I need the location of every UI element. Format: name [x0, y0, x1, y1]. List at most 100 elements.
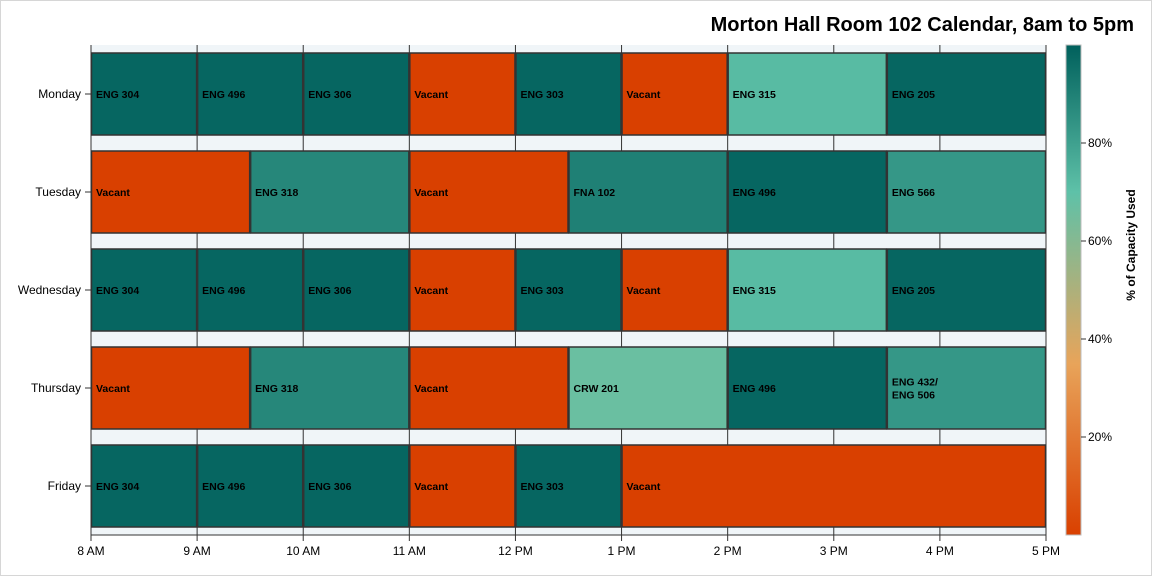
schedule-bar: [302, 444, 410, 528]
bar-label: ENG 303: [520, 285, 563, 297]
bar-label: ENG 432/ENG 506: [892, 377, 938, 402]
y-tick-label: Wednesday: [18, 283, 81, 297]
schedule-bar: [621, 248, 728, 332]
bar-label: ENG 496: [202, 89, 245, 101]
bar-label-line: ENG 205: [892, 89, 935, 101]
chart-title: Morton Hall Room 102 Calendar, 8am to 5p…: [710, 14, 1134, 36]
bar-label: ENG 496: [202, 285, 245, 297]
schedule-bar: [515, 52, 622, 136]
bar-label-line: Vacant: [414, 285, 448, 297]
bar-label-line: ENG 306: [308, 481, 351, 493]
bar-label-line: ENG 304: [96, 89, 139, 101]
bar-label-line: Vacant: [414, 383, 448, 395]
bar-label-line: ENG 303: [520, 89, 563, 101]
schedule-bar: [409, 52, 516, 136]
bar-label-line: CRW 201: [574, 383, 619, 395]
schedule-bar: [249, 346, 410, 430]
bar-label: ENG 304: [96, 89, 139, 101]
schedule-bar: [409, 444, 516, 528]
schedule-bar: [302, 52, 410, 136]
x-tick-label: 5 PM: [1032, 544, 1060, 558]
bar-label: ENG 496: [202, 481, 245, 493]
bar-label: ENG 496: [733, 383, 776, 395]
x-tick-label: 1 PM: [608, 544, 636, 558]
x-tick-label: 3 PM: [820, 544, 848, 558]
bar-label-line: ENG 306: [308, 89, 351, 101]
legend-tick-label: 60%: [1088, 234, 1112, 248]
bar-label-line: ENG 315: [733, 285, 776, 297]
bar-label: ENG 205: [892, 89, 935, 101]
bar-label: Vacant: [627, 285, 661, 297]
schedule-bar: [196, 52, 304, 136]
bar-label-line: Vacant: [96, 383, 130, 395]
schedule-bar: [515, 444, 622, 528]
bar-label-line: FNA 102: [574, 187, 616, 199]
schedule-bar: [727, 52, 888, 136]
schedule-bar: [90, 346, 251, 430]
bar-label-line: Vacant: [96, 187, 130, 199]
bar-label-line: ENG 432/: [892, 377, 938, 389]
bar-label: Vacant: [414, 285, 448, 297]
x-tick-label: 9 AM: [183, 544, 210, 558]
bar-label: FNA 102: [574, 187, 616, 199]
bar-label-line: ENG 205: [892, 285, 935, 297]
x-tick-label: 12 PM: [498, 544, 533, 558]
bar-label-line: Vacant: [627, 481, 661, 493]
bar-label: ENG 303: [520, 89, 563, 101]
legend-tick-label: 80%: [1088, 136, 1112, 150]
bar-label: Vacant: [414, 383, 448, 395]
bar-label-line: Vacant: [627, 285, 661, 297]
schedule-bar: [886, 248, 1047, 332]
bar-label: Vacant: [414, 481, 448, 493]
schedule-bar: [886, 150, 1047, 234]
x-tick-label: 4 PM: [926, 544, 954, 558]
bar-label: ENG 304: [96, 481, 139, 493]
bar-label-line: ENG 318: [255, 383, 298, 395]
y-tick-label: Thursday: [31, 381, 81, 395]
schedule-bar: [302, 248, 410, 332]
bar-label: Vacant: [414, 187, 448, 199]
schedule-bar: [568, 346, 728, 430]
bar-label-line: ENG 566: [892, 187, 935, 199]
schedule-bar: [409, 150, 569, 234]
bar-label: ENG 315: [733, 89, 776, 101]
bar-label-line: ENG 304: [96, 481, 139, 493]
bar-label-line: ENG 496: [733, 383, 776, 395]
bar-label-line: ENG 303: [520, 285, 563, 297]
y-tick-label: Friday: [48, 479, 81, 493]
y-tick-label: Tuesday: [35, 185, 81, 199]
x-tick-label: 10 AM: [286, 544, 320, 558]
schedule-bar: [409, 346, 569, 430]
schedule-bar: [621, 444, 1047, 528]
bar-label-line: Vacant: [414, 481, 448, 493]
bar-label: ENG 306: [308, 481, 351, 493]
schedule-bar: [568, 150, 728, 234]
bar-label: Vacant: [96, 383, 130, 395]
schedule-bar: [515, 248, 622, 332]
schedule-bar: [727, 150, 888, 234]
bar-label: ENG 303: [520, 481, 563, 493]
bar-label-line: Vacant: [627, 89, 661, 101]
bar-label: ENG 205: [892, 285, 935, 297]
bar-label: Vacant: [414, 89, 448, 101]
x-tick-label: 2 PM: [714, 544, 742, 558]
bar-label-line: ENG 318: [255, 187, 298, 199]
y-tick-label: Monday: [38, 87, 81, 101]
bar-label-line: ENG 496: [202, 89, 245, 101]
bar-label: ENG 496: [733, 187, 776, 199]
x-tick-label: 11 AM: [393, 544, 426, 558]
color-legend-bar: [1065, 44, 1082, 536]
bar-label-line: Vacant: [414, 187, 448, 199]
bar-label-line: ENG 306: [308, 285, 351, 297]
bar-label: ENG 306: [308, 89, 351, 101]
bar-label: Vacant: [96, 187, 130, 199]
legend-tick-label: 40%: [1088, 332, 1112, 346]
bar-label-line: ENG 304: [96, 285, 139, 297]
schedule-bar: [249, 150, 410, 234]
schedule-bar: [886, 346, 1047, 430]
schedule-bar: [727, 346, 888, 430]
bar-label: ENG 304: [96, 285, 139, 297]
bar-label: ENG 566: [892, 187, 935, 199]
